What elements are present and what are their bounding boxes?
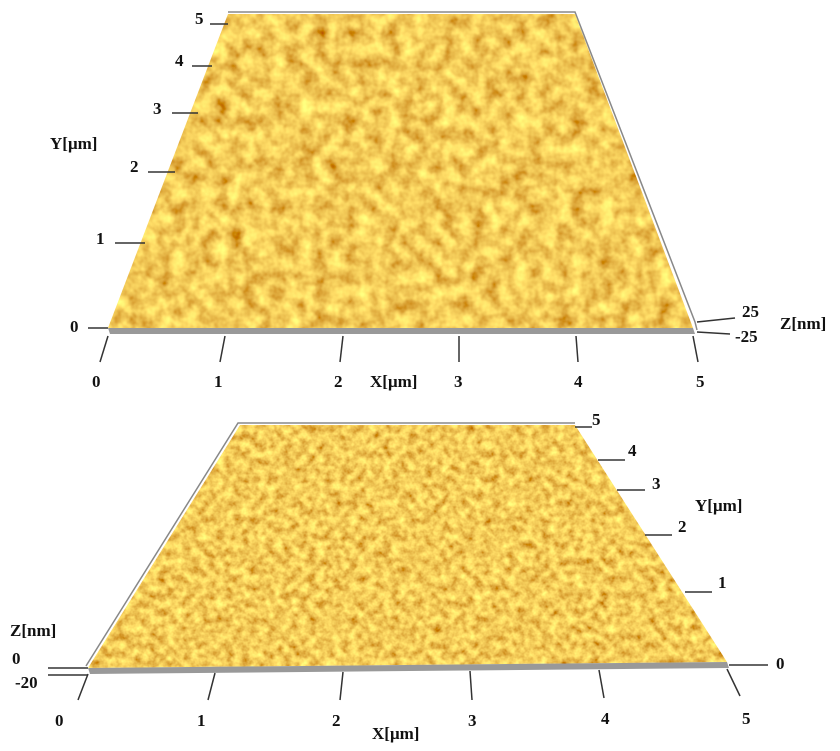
x-tick-label: 5: [696, 372, 705, 391]
x-tick-label: 4: [574, 372, 583, 391]
surface: [88, 425, 727, 668]
z-tick-label: -20: [15, 673, 38, 692]
tick-mark: [693, 336, 698, 362]
tick-mark: [100, 336, 108, 362]
base: [108, 328, 695, 334]
y-tick-label: 0: [70, 317, 79, 336]
x-axis-label: X[μm]: [372, 724, 419, 743]
tick-mark: [599, 670, 604, 698]
tick-mark: [470, 671, 472, 700]
x-tick-label: 1: [214, 372, 223, 391]
tick-mark: [697, 332, 730, 334]
y-tick-label: 0: [776, 654, 785, 673]
x-ticks: [100, 336, 698, 362]
tick-mark: [697, 318, 735, 322]
x-tick-label: 0: [55, 711, 64, 730]
x-tick-label: 1: [197, 711, 206, 730]
tick-mark: [340, 672, 343, 700]
tick-mark: [208, 673, 215, 700]
z-axis-label: Z[nm]: [780, 314, 826, 333]
x-tick-label: 2: [334, 372, 343, 391]
x-tick-label: 0: [92, 372, 101, 391]
z-axis-label: Z[nm]: [10, 621, 56, 640]
y-tick-label: 4: [175, 51, 184, 70]
afm-figure: 0 1 2 3 4 5 X[μm] 0 1 2 3 4 5 Y[μm] 25 -…: [0, 0, 840, 751]
tick-mark: [727, 669, 740, 696]
bottom-panel: 0 1 2 3 4 5 X[μm] 0 1 2 3 4 5 Y[μm] 0 -2…: [10, 410, 785, 743]
tick-mark: [78, 674, 88, 700]
y-tick-label: 5: [195, 9, 204, 28]
tick-mark: [220, 336, 225, 362]
y-axis-label: Y[μm]: [695, 496, 742, 515]
x-tick-label: 5: [742, 709, 751, 728]
y-tick-label: 1: [96, 229, 105, 248]
tick-mark: [340, 336, 343, 362]
z-tick-label: 0: [12, 649, 21, 668]
x-ticks: [78, 669, 740, 700]
z-tick-label: 25: [742, 302, 759, 321]
tick-mark: [576, 336, 578, 362]
y-tick-label: 4: [628, 441, 637, 460]
y-tick-label: 1: [718, 573, 727, 592]
top-panel: 0 1 2 3 4 5 X[μm] 0 1 2 3 4 5 Y[μm] 25 -…: [50, 9, 826, 391]
y-tick-label: 5: [592, 410, 601, 429]
y-tick-label: 3: [153, 99, 162, 118]
y-axis-label: Y[μm]: [50, 134, 97, 153]
y-tick-label: 2: [678, 517, 687, 536]
y-tick-label: 3: [652, 474, 661, 493]
x-tick-label: 2: [332, 711, 341, 730]
x-axis-label: X[μm]: [370, 372, 417, 391]
z-tick-label: -25: [735, 327, 758, 346]
x-tick-label: 3: [454, 372, 463, 391]
x-tick-label: 4: [601, 709, 610, 728]
x-tick-label: 3: [468, 711, 477, 730]
y-tick-label: 2: [130, 157, 139, 176]
surface: [108, 14, 693, 328]
